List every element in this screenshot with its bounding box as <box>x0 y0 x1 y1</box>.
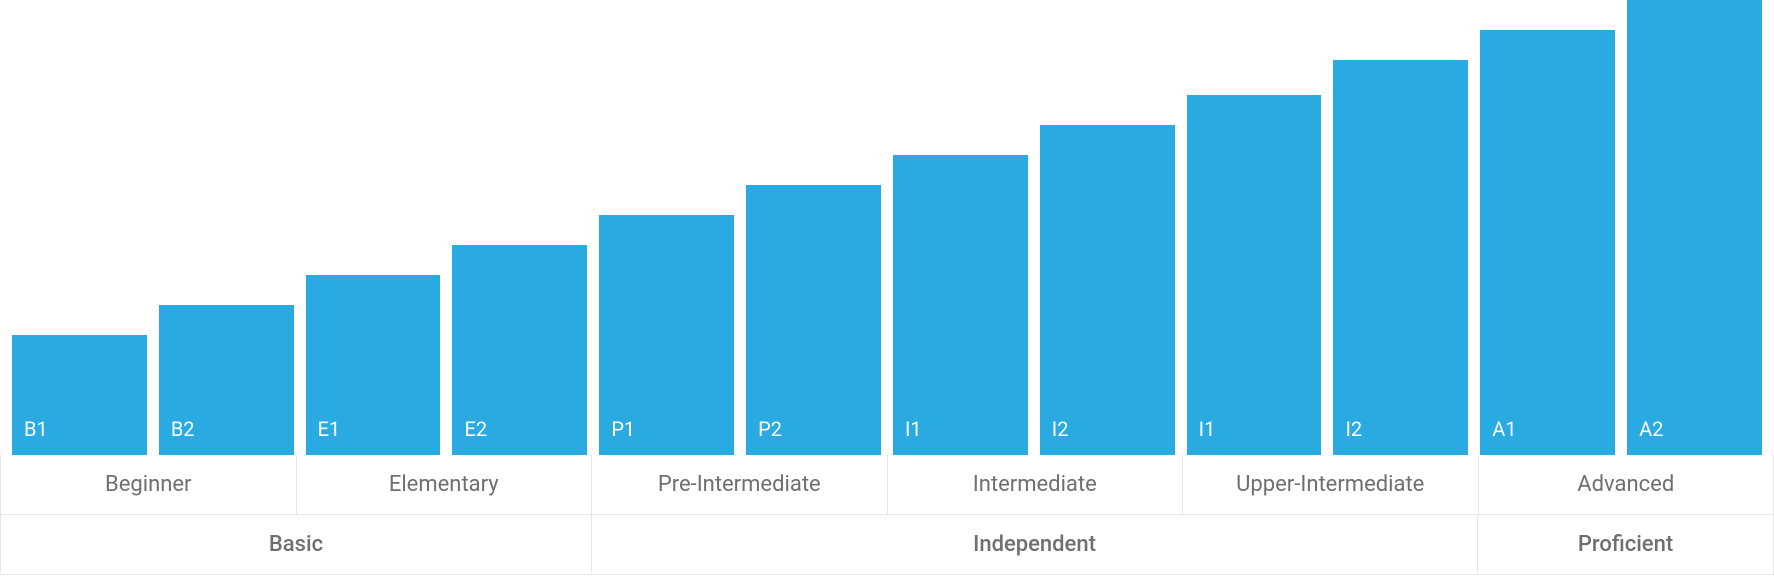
sublevel-label: Elementary <box>389 472 499 497</box>
sublevel-cell: Beginner <box>0 455 297 515</box>
bar-slot: I1 <box>1181 95 1328 455</box>
bar-code-label: E2 <box>464 417 487 441</box>
category-row: Basic Independent Proficient <box>0 515 1774 575</box>
category-cell: Basic <box>0 515 592 575</box>
bar: P1 <box>599 215 734 455</box>
category-label: Independent <box>973 532 1096 557</box>
bar: A1 <box>1480 30 1615 455</box>
sublevel-row: Beginner Elementary Pre-Intermediate Interm… <box>0 455 1774 515</box>
bar-code-label: I2 <box>1052 417 1069 441</box>
category-cell: Proficient <box>1478 515 1774 575</box>
bar-slot: I2 <box>1327 60 1474 455</box>
bar: B2 <box>159 305 294 455</box>
category-cell: Independent <box>592 515 1478 575</box>
category-label: Proficient <box>1578 532 1673 557</box>
bar-code-label: B1 <box>24 417 48 441</box>
sublevel-cell: Advanced <box>1479 455 1774 515</box>
bar-slot: I2 <box>1034 125 1181 455</box>
bar-code-label: I2 <box>1345 417 1362 441</box>
bar-code-label: B2 <box>171 417 195 441</box>
bar: A2 <box>1627 0 1762 455</box>
bar: I1 <box>893 155 1028 455</box>
bar: E1 <box>306 275 441 455</box>
sublevel-cell: Upper-Intermediate <box>1183 455 1479 515</box>
bar-slot: B1 <box>6 335 153 455</box>
bar-slot: A1 <box>1474 30 1621 455</box>
bar-slot: P1 <box>593 215 740 455</box>
bar-slot: I1 <box>887 155 1034 455</box>
bar: I2 <box>1040 125 1175 455</box>
bar-slot: E1 <box>300 275 447 455</box>
sublevel-label: Beginner <box>105 472 192 497</box>
sublevel-label: Advanced <box>1577 472 1674 497</box>
sublevel-cell: Pre-Intermediate <box>592 455 888 515</box>
bar-slot: B2 <box>153 305 300 455</box>
bar: P2 <box>746 185 881 455</box>
bar: B1 <box>12 335 147 455</box>
bar: I1 <box>1187 95 1322 455</box>
bar-code-label: A1 <box>1492 417 1516 441</box>
category-label: Basic <box>269 532 323 557</box>
bar-code-label: I1 <box>1199 417 1216 441</box>
bar: E2 <box>452 245 587 455</box>
bar-slot: E2 <box>446 245 593 455</box>
sublevel-label: Pre-Intermediate <box>658 472 821 497</box>
bar-code-label: P2 <box>758 417 782 441</box>
bar-slot: A2 <box>1621 0 1768 455</box>
chart-area: B1 B2 E1 E2 P1 P2 I1 I2 I1 I2 A1 A2 Beginner Element… <box>0 0 1774 575</box>
sublevel-label: Intermediate <box>973 472 1097 497</box>
bar-code-label: E1 <box>318 417 341 441</box>
sublevel-cell: Elementary <box>297 455 593 515</box>
level-chart: B1 B2 E1 E2 P1 P2 I1 I2 I1 I2 A1 A2 Beginner Element… <box>0 0 1774 580</box>
bar-slot: P2 <box>740 185 887 455</box>
bar-code-label: A2 <box>1639 417 1663 441</box>
bar: I2 <box>1333 60 1468 455</box>
sublevel-cell: Intermediate <box>888 455 1184 515</box>
bars-container: B1 B2 E1 E2 P1 P2 I1 I2 I1 I2 A1 A2 <box>0 0 1774 455</box>
sublevel-label: Upper-Intermediate <box>1236 472 1424 497</box>
bar-code-label: I1 <box>905 417 922 441</box>
bar-code-label: P1 <box>611 417 635 441</box>
